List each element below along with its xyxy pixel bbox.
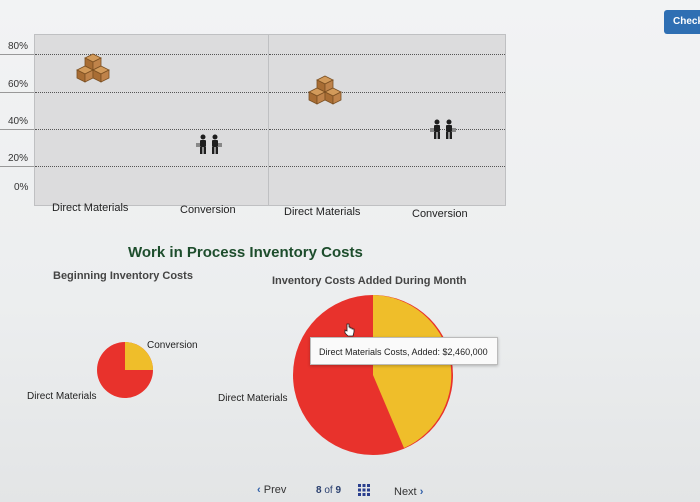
grid-line <box>35 129 269 130</box>
grid-line <box>269 92 505 93</box>
x-label-conversion: Conversion <box>180 204 236 216</box>
conversion-slice[interactable] <box>373 295 452 448</box>
check-button[interactable]: Check <box>664 10 700 34</box>
grid-line <box>35 54 269 55</box>
pie-label-direct-materials: Direct Materials <box>27 391 97 402</box>
pie-label-conversion: Conversion <box>147 340 198 351</box>
y-tick-60: 60% <box>8 79 29 90</box>
added-cost-pie[interactable] <box>292 294 454 456</box>
grid-line <box>269 129 505 130</box>
y-tick-line <box>0 92 36 93</box>
grid-line <box>269 166 505 167</box>
workers-icon <box>430 119 456 139</box>
prev-label: Prev <box>263 484 287 496</box>
x-label-direct-materials: Direct Materials <box>52 202 129 214</box>
total-pages: 9 <box>335 485 342 496</box>
next-label: Next <box>394 486 417 498</box>
y-tick-20: 20% <box>8 153 29 164</box>
y-tick-0: 0% <box>14 182 29 193</box>
next-button[interactable]: Next › <box>394 486 423 498</box>
conversion-slice <box>125 342 153 370</box>
page-indicator: 8 of 9 <box>316 485 341 496</box>
grid-line <box>35 92 269 93</box>
workers-icon <box>196 134 222 154</box>
beginning-inventory-heading: Beginning Inventory Costs <box>53 270 193 282</box>
pager: ‹ Prev 8 of 9 Next › <box>240 478 470 502</box>
grid-line <box>269 54 505 55</box>
beginning-cost-panel <box>34 34 270 206</box>
y-tick-line <box>0 129 36 130</box>
boxes-icon <box>308 75 342 105</box>
chevron-left-icon: ‹ <box>257 484 261 496</box>
y-tick-80: 80% <box>8 41 29 52</box>
chevron-right-icon: › <box>419 486 424 498</box>
grid-menu-icon[interactable] <box>358 484 370 496</box>
y-tick-line <box>0 166 36 167</box>
boxes-icon <box>76 53 110 83</box>
pie-label-direct-materials: Direct Materials <box>218 393 288 404</box>
added-cost-panel <box>268 34 506 206</box>
wip-title: Work in Process Inventory Costs <box>128 244 363 261</box>
y-tick-40: 40% <box>8 116 29 127</box>
beginning-cost-pie <box>97 342 153 398</box>
x-label-conversion: Conversion <box>412 208 468 220</box>
y-tick-line <box>0 54 36 55</box>
prev-button[interactable]: ‹ Prev <box>257 484 286 496</box>
x-label-direct-materials: Direct Materials <box>284 206 361 218</box>
grid-line <box>35 166 269 167</box>
hand-cursor-icon <box>344 323 355 337</box>
pie-tooltip: Direct Materials Costs, Added: $2,460,00… <box>310 337 498 365</box>
current-page: 8 <box>316 485 322 496</box>
of-label: of <box>324 485 333 496</box>
added-inventory-heading: Inventory Costs Added During Month <box>272 275 467 287</box>
